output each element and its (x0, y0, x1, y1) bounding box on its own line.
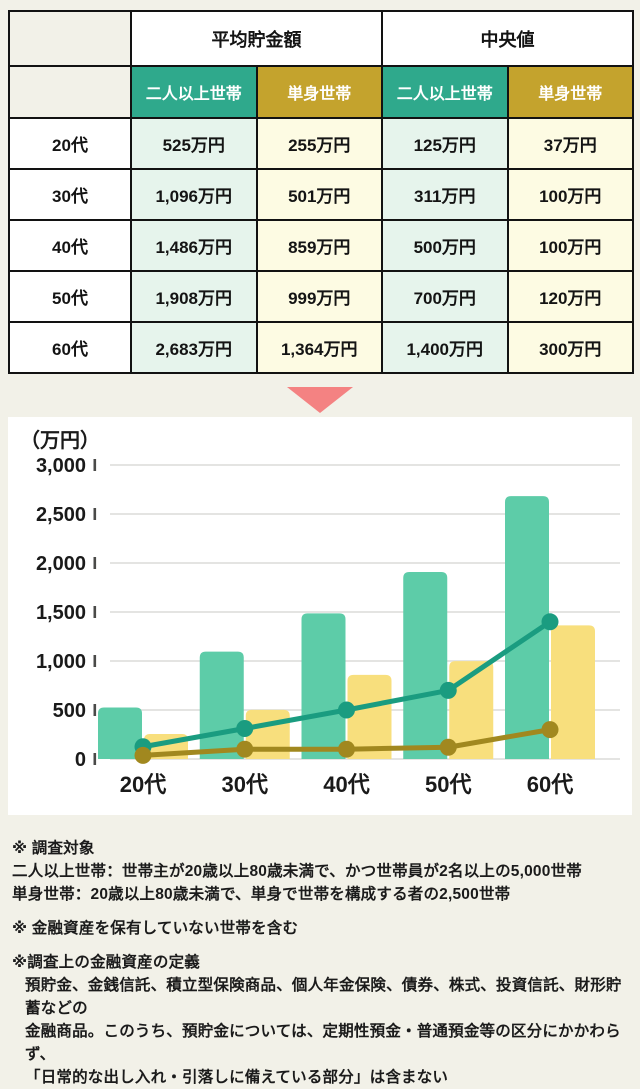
arrow-section (0, 387, 640, 413)
value-cell: 311万円 (381, 168, 509, 221)
footnotes-section: ※ 調査対象 二人以上世帯：世帯主が20歳以上80歳未満で、かつ世帯員が2名以上… (0, 815, 640, 1089)
x-tick-label: 20代 (120, 772, 166, 797)
y-tick-mark (93, 606, 97, 618)
value-cell: 1,486万円 (130, 219, 258, 272)
y-axis-unit-label: （万円） (20, 429, 100, 452)
chart-card: （万円） 0 500 1,000 1,500 2,000 2,500 3,000 20代 30代 4… (8, 417, 632, 815)
table-row: 30代 1,096万円 501万円 311万円 100万円 (8, 168, 634, 221)
sub-header-single-household-avg: 単身世帯 (255, 65, 383, 119)
line-marker (541, 721, 559, 739)
table-row: 40代 1,486万円 859万円 500万円 100万円 (8, 219, 634, 272)
line-marker (541, 613, 559, 631)
y-tick-mark (93, 655, 97, 667)
footnote-line: 二人以上世帯：世帯主が20歳以上80歳未満で、かつ世帯員が2名以上の5,000世… (12, 863, 582, 880)
table-row: 60代 2,683万円 1,364万円 1,400万円 300万円 (8, 321, 634, 374)
footnote-line: 金融商品。このうち、預貯金については、定期性預金・普通預金等の区分にかかわらず、 (25, 1023, 621, 1063)
line-marker (439, 681, 457, 699)
value-cell: 525万円 (130, 117, 258, 170)
y-tick-mark (93, 459, 97, 471)
value-cell: 120万円 (506, 270, 634, 323)
savings-table: 平均貯金額 中央値 二人以上世帯 単身世帯 二人以上世帯 単身世帯 20代 52… (8, 10, 634, 374)
footnote-line: ※ 金融資産を保有していない世帯を含む (12, 920, 299, 937)
x-tick-label: 60代 (527, 772, 573, 797)
footnote-block: ※調査上の金融資産の定義 預貯金、金銭信託、積立型保険商品、個人年金保険、債券、… (12, 951, 628, 1089)
y-tick-label: 3,000 (36, 455, 86, 477)
bar (449, 661, 494, 759)
line-series-0 (134, 613, 559, 756)
sub-header-multi-household-med: 二人以上世帯 (381, 65, 509, 119)
line-series-1 (134, 721, 559, 764)
table-row: 50代 1,908万円 999万円 700万円 120万円 (8, 270, 634, 323)
row-label-60s: 60代 (8, 321, 132, 374)
bar (403, 572, 448, 759)
group-header-average: 平均貯金額 (130, 10, 383, 67)
value-cell: 500万円 (381, 219, 509, 272)
down-arrow-icon (287, 387, 353, 413)
line-marker (134, 746, 152, 764)
line-marker (236, 740, 254, 758)
sub-header-multi-household-avg: 二人以上世帯 (130, 65, 258, 119)
value-cell: 300万円 (506, 321, 634, 374)
footnote-line: ※ 調査対象 (12, 840, 95, 857)
bar (551, 625, 595, 759)
bar (199, 651, 244, 759)
bar-line-chart: （万円） 0 500 1,000 1,500 2,000 2,500 3,000 20代 30代 4… (20, 429, 620, 797)
line-marker (338, 701, 355, 719)
value-cell: 700万円 (381, 270, 509, 323)
value-cell: 100万円 (506, 168, 634, 221)
value-cell: 859万円 (255, 219, 383, 272)
y-tick-label: 2,000 (36, 553, 86, 575)
line-marker (439, 738, 457, 756)
line-marker (338, 740, 355, 758)
table-row: 20代 525万円 255万円 125万円 37万円 (8, 117, 634, 170)
y-tick-label: 2,500 (36, 504, 86, 526)
value-cell: 255万円 (255, 117, 383, 170)
table-sub-header-row: 二人以上世帯 単身世帯 二人以上世帯 単身世帯 (8, 65, 634, 119)
x-axis-labels: 20代 30代 40代 50代 60代 (120, 772, 573, 797)
x-tick-label: 30代 (222, 772, 268, 797)
y-tick-mark (93, 704, 97, 716)
line-marker (236, 720, 254, 738)
y-tick-mark (93, 508, 97, 520)
row-label-40s: 40代 (8, 219, 132, 272)
y-tick-label: 0 (75, 749, 86, 771)
value-cell: 1,908万円 (130, 270, 258, 323)
value-cell: 999万円 (255, 270, 383, 323)
savings-table-section: 平均貯金額 中央値 二人以上世帯 単身世帯 二人以上世帯 単身世帯 20代 52… (0, 0, 640, 374)
value-cell: 100万円 (506, 219, 634, 272)
sub-header-single-household-med: 単身世帯 (506, 65, 634, 119)
bar (505, 496, 549, 759)
y-tick-label: 1,500 (36, 602, 86, 624)
group-header-median: 中央値 (381, 10, 634, 67)
value-cell: 125万円 (381, 117, 509, 170)
value-cell: 501万円 (255, 168, 383, 221)
table-group-header-row: 平均貯金額 中央値 (8, 10, 634, 67)
bar (301, 613, 346, 759)
y-tick-mark (93, 557, 97, 569)
value-cell: 1,400万円 (381, 321, 509, 374)
row-label-50s: 50代 (8, 270, 132, 323)
value-cell: 37万円 (506, 117, 634, 170)
table-corner-blank (8, 65, 132, 119)
value-cell: 2,683万円 (130, 321, 258, 374)
y-tick-label: 500 (53, 700, 86, 722)
bar (347, 674, 392, 759)
footnote-block: ※ 金融資産を保有していない世帯を含む (12, 917, 628, 940)
footnote-line: ※調査上の金融資産の定義 (12, 954, 200, 971)
row-label-30s: 30代 (8, 168, 132, 221)
bar (98, 707, 142, 759)
y-tick-mark (93, 753, 97, 765)
footnote-line: 「日常的な出し入れ・引落しに備えている部分」は含まない (25, 1069, 449, 1086)
footnote-block: ※ 調査対象 二人以上世帯：世帯主が20歳以上80歳未満で、かつ世帯員が2名以上… (12, 837, 628, 906)
table-corner-blank (8, 10, 132, 67)
value-cell: 1,096万円 (130, 168, 258, 221)
x-tick-label: 50代 (425, 772, 471, 797)
y-tick-label: 1,000 (36, 651, 86, 673)
footnote-line: 預貯金、金銭信託、積立型保険商品、個人年金保険、債券、株式、投資信託、財形貯蓄な… (25, 977, 622, 1017)
row-label-20s: 20代 (8, 117, 132, 170)
x-tick-label: 40代 (323, 772, 369, 797)
footnote-line: 単身世帯：20歳以上80歳未満で、単身で世帯を構成する者の2,500世帯 (12, 886, 511, 903)
value-cell: 1,364万円 (255, 321, 383, 374)
